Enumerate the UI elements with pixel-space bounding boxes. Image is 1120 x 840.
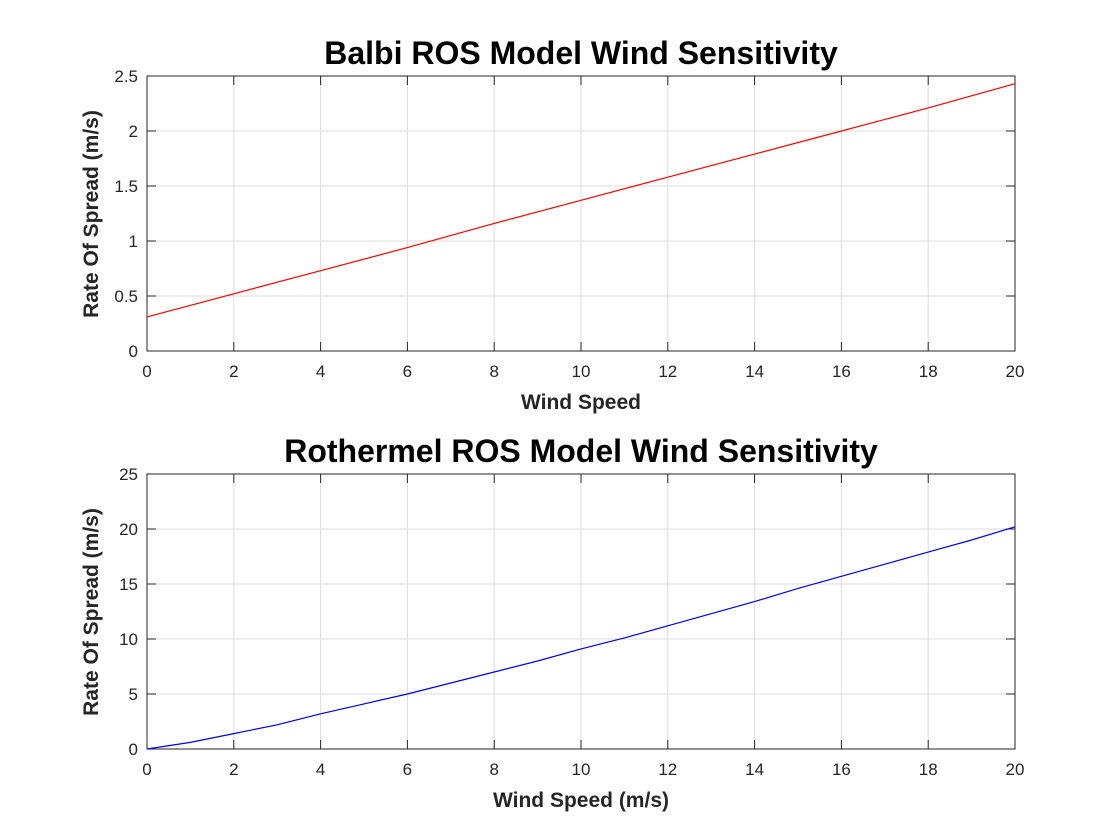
rothermel-y-tick-label: 10 (119, 630, 138, 649)
rothermel-x-tick-label: 20 (1006, 760, 1025, 779)
rothermel-y-tick-label: 0 (129, 740, 138, 759)
rothermel-y-tick-label: 25 (119, 465, 138, 484)
balbi-y-tick-label: 0.5 (114, 287, 138, 306)
balbi-y-axis-label: Rate Of Spread (m/s) (80, 110, 103, 318)
rothermel-x-tick-label: 0 (142, 760, 151, 779)
balbi-x-tick-label: 18 (919, 362, 938, 381)
rothermel-chart-title: Rothermel ROS Model Wind Sensitivity (284, 433, 878, 469)
balbi-y-tick-label: 1.5 (114, 177, 138, 196)
rothermel-ticks: 0 2 4 6 8 10 12 14 16 18 20 0 5 10 15 20 25 (119, 465, 1024, 779)
rothermel-series (146, 526, 1016, 750)
balbi-series (146, 83, 1016, 318)
rothermel-x-tick-label: 18 (919, 760, 938, 779)
rothermel-y-tick-label: 15 (119, 575, 138, 594)
rothermel-x-tick-label: 12 (658, 760, 677, 779)
balbi-x-tick-label: 20 (1006, 362, 1025, 381)
rothermel-y-tick-label: 5 (129, 685, 138, 704)
balbi-x-tick-label: 2 (229, 362, 238, 381)
rothermel-x-tick-label: 8 (489, 760, 498, 779)
balbi-x-tick-label: 12 (658, 362, 677, 381)
balbi-series-line (146, 83, 1016, 318)
balbi-chart-title: Balbi ROS Model Wind Sensitivity (324, 35, 838, 71)
balbi-x-tick-label: 4 (316, 362, 325, 381)
balbi-ticks: 0 2 4 6 8 10 12 14 16 18 20 0 0.5 1 1.5 2 2.5 (114, 67, 1024, 381)
balbi-x-tick-label: 16 (832, 362, 851, 381)
rothermel-y-axis-label: Rate Of Spread (m/s) (80, 508, 103, 716)
rothermel-x-axis-label: Wind Speed (m/s) (493, 789, 669, 812)
balbi-x-tick-label: 10 (572, 362, 591, 381)
rothermel-x-tick-label: 16 (832, 760, 851, 779)
balbi-chart: 0 2 4 6 8 10 12 14 16 18 20 0 0.5 1 1.5 2 2.5 Balbi ROS … (80, 35, 1024, 414)
balbi-y-tick-label: 0 (129, 342, 138, 361)
rothermel-grid (147, 474, 1015, 749)
balbi-y-tick-label: 1 (129, 232, 138, 251)
balbi-x-tick-label: 6 (403, 362, 412, 381)
balbi-y-tick-label: 2 (129, 122, 138, 141)
balbi-x-tick-label: 0 (142, 362, 151, 381)
rothermel-x-tick-label: 2 (229, 760, 238, 779)
rothermel-x-tick-label: 10 (572, 760, 591, 779)
rothermel-x-tick-label: 6 (403, 760, 412, 779)
rothermel-chart: 0 2 4 6 8 10 12 14 16 18 20 0 5 10 15 20 25 Rothermel RO… (80, 433, 1024, 812)
rothermel-x-tick-label: 14 (745, 760, 764, 779)
balbi-grid (147, 76, 1015, 351)
rothermel-series-line (146, 526, 1016, 750)
balbi-y-tick-label: 2.5 (114, 67, 138, 86)
balbi-x-axis-label: Wind Speed (521, 391, 641, 414)
balbi-x-tick-label: 8 (489, 362, 498, 381)
balbi-x-tick-label: 14 (745, 362, 764, 381)
rothermel-y-tick-label: 20 (119, 520, 138, 539)
rothermel-x-tick-label: 4 (316, 760, 325, 779)
